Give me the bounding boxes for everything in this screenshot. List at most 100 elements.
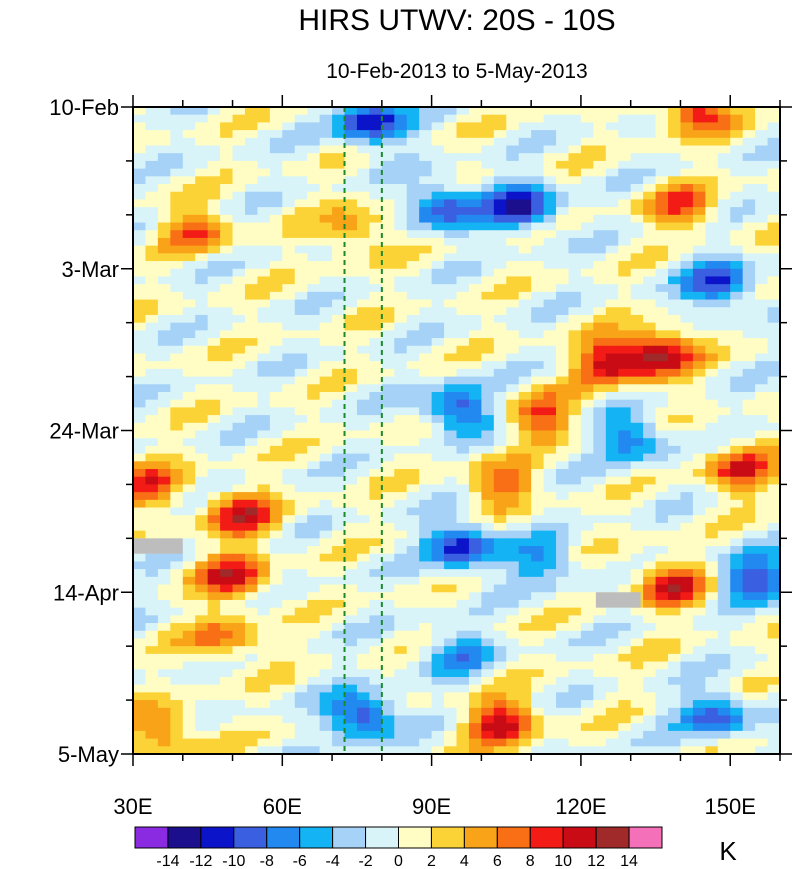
field-cell <box>157 700 171 709</box>
field-cell <box>307 284 321 293</box>
field-cell <box>568 461 582 470</box>
field-cell <box>605 345 619 355</box>
field-cell <box>133 415 147 424</box>
field-cell <box>680 307 694 316</box>
field-cell <box>605 114 619 123</box>
field-cell <box>332 237 346 247</box>
field-cell <box>580 422 594 432</box>
field-cell <box>207 122 221 131</box>
field-cell <box>269 322 283 331</box>
field-cell <box>431 630 445 640</box>
field-cell <box>755 207 769 216</box>
y-tick-label: 3-Mar <box>62 257 119 282</box>
field-cell <box>356 422 370 432</box>
field-cell <box>468 492 482 501</box>
field-cell <box>269 522 283 532</box>
field-cell <box>182 407 196 416</box>
field-cell <box>133 207 147 216</box>
field-cell <box>456 576 470 586</box>
field-cell <box>643 145 657 154</box>
field-cell <box>468 661 482 670</box>
field-cell <box>468 707 482 717</box>
field-cell <box>493 538 507 547</box>
field-cell <box>444 237 458 247</box>
field-cell <box>456 330 470 339</box>
field-cell <box>742 530 756 539</box>
field-cell <box>319 561 333 570</box>
field-cell <box>705 630 719 640</box>
field-cell <box>543 607 557 616</box>
field-cell <box>419 738 433 747</box>
field-cell <box>692 669 706 678</box>
field-cell <box>767 461 780 470</box>
field-cell <box>456 137 470 147</box>
field-cell <box>568 723 582 732</box>
field-cell <box>742 661 756 670</box>
field-cell <box>767 746 780 754</box>
field-cell <box>630 107 644 116</box>
field-cell <box>605 230 619 239</box>
field-cell <box>282 276 296 285</box>
field-cell <box>655 307 669 316</box>
field-cell <box>730 361 744 370</box>
field-cell <box>332 376 346 385</box>
field-cell <box>543 515 557 524</box>
field-cell <box>518 107 532 116</box>
field-cell <box>618 492 632 501</box>
field-cell <box>655 361 669 370</box>
field-cell <box>493 184 507 193</box>
field-cell <box>344 653 358 663</box>
field-cell <box>543 184 557 193</box>
field-cell <box>282 314 296 324</box>
field-cell <box>307 307 321 316</box>
field-cell <box>419 453 433 462</box>
field-cell <box>742 107 756 116</box>
field-cell <box>481 137 495 147</box>
field-cell <box>145 438 159 447</box>
field-cell <box>444 453 458 462</box>
field-cell <box>618 453 632 462</box>
field-cell <box>431 638 445 647</box>
field-cell <box>730 107 744 116</box>
field-cell <box>394 730 408 740</box>
field-cell <box>332 576 346 586</box>
colorbar-swatch <box>266 826 301 849</box>
field-cell <box>518 214 532 224</box>
field-cell <box>232 353 246 362</box>
field-cell <box>157 507 171 516</box>
field-cell <box>369 422 383 432</box>
field-cell <box>506 130 520 139</box>
field-cell <box>456 391 470 401</box>
field-cell <box>307 314 321 324</box>
field-cell <box>655 661 669 670</box>
field-cell <box>593 661 607 670</box>
field-cell <box>755 261 769 270</box>
field-cell <box>468 653 482 663</box>
field-cell <box>344 584 358 593</box>
field-cell <box>605 507 619 516</box>
field-cell <box>705 268 719 278</box>
field-cell <box>630 469 644 478</box>
field-cell <box>618 176 632 185</box>
field-cell <box>170 653 184 663</box>
field-cell <box>481 445 495 455</box>
colorbar-label: 8 <box>526 853 535 869</box>
field-cell <box>232 615 246 624</box>
field-cell <box>543 492 557 501</box>
field-cell <box>643 646 657 655</box>
field-cell <box>145 530 159 539</box>
field-cell <box>232 700 246 709</box>
field-cell <box>133 469 147 478</box>
field-cell <box>220 430 234 439</box>
field-cell <box>294 353 308 362</box>
field-cell <box>705 453 719 462</box>
field-cell <box>668 553 682 563</box>
field-cell <box>406 314 420 324</box>
field-cell <box>630 330 644 339</box>
field-cell <box>307 207 321 216</box>
field-cell <box>518 261 532 270</box>
field-cell <box>705 738 719 747</box>
field-cell <box>356 130 370 139</box>
field-cell <box>730 299 744 308</box>
field-cell <box>282 130 296 139</box>
